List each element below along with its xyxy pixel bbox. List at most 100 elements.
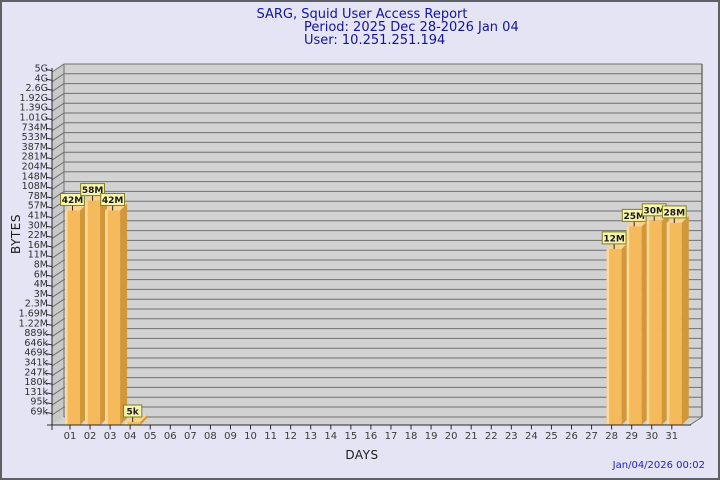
chart-user: User: 10.251.251.194 bbox=[304, 33, 446, 48]
y-tick-label: 4G bbox=[35, 73, 48, 84]
y-tick-label: 180k bbox=[24, 377, 48, 388]
value-label: 28M bbox=[664, 208, 686, 218]
y-tick bbox=[45, 176, 53, 179]
y-tick bbox=[45, 382, 53, 385]
y-tick bbox=[45, 69, 53, 71]
y-tick-label: 108M bbox=[22, 181, 48, 192]
y-axis-title: BYTES bbox=[9, 214, 23, 254]
wall-diagonal bbox=[51, 181, 65, 191]
x-tick-label: 27 bbox=[585, 431, 598, 442]
bar bbox=[646, 220, 662, 425]
y-tick-label: 6M bbox=[34, 269, 48, 280]
wall-diagonal bbox=[51, 347, 65, 357]
y-tick-label: 889k bbox=[24, 328, 48, 339]
x-tick-label: 02 bbox=[84, 431, 97, 442]
y-tick-label: 69k bbox=[30, 407, 48, 418]
y-tick bbox=[45, 206, 53, 209]
wall-diagonal bbox=[51, 259, 65, 269]
y-tick bbox=[45, 304, 53, 307]
wall-diagonal bbox=[51, 377, 65, 387]
y-tick bbox=[45, 78, 53, 81]
bar-side bbox=[140, 415, 148, 425]
y-tick-label: 1.39G bbox=[19, 103, 48, 114]
wall-diagonal bbox=[51, 63, 65, 73]
x-tick-label: 22 bbox=[485, 431, 498, 442]
y-tick-label: 1.92G bbox=[19, 93, 48, 104]
y-tick-label: 1.01G bbox=[19, 113, 48, 124]
wall-diagonal bbox=[51, 328, 65, 338]
value-label-box bbox=[100, 192, 126, 206]
y-tick-label: 533M bbox=[22, 132, 48, 143]
wall-diagonal bbox=[51, 210, 65, 220]
y-tick bbox=[45, 333, 53, 336]
wall-diagonal bbox=[51, 269, 65, 279]
y-tick-label: 131k bbox=[24, 387, 48, 398]
bar bbox=[105, 210, 121, 425]
wall-diagonal bbox=[51, 122, 65, 132]
wall-diagonal bbox=[51, 83, 65, 93]
x-tick-label: 06 bbox=[164, 431, 177, 442]
x-tick-label: 20 bbox=[445, 431, 458, 442]
y-tick-label: 1.69M bbox=[19, 309, 48, 320]
y-tick bbox=[45, 412, 53, 414]
y-tick-label: 2.3M bbox=[25, 299, 48, 310]
x-tick-label: 10 bbox=[244, 431, 257, 442]
bar-side bbox=[120, 203, 128, 425]
wall-diagonal bbox=[51, 298, 65, 308]
bar-highlight bbox=[626, 226, 630, 425]
x-tick-label: 01 bbox=[64, 431, 77, 442]
x-tick-label: 25 bbox=[545, 431, 558, 442]
bar bbox=[85, 200, 101, 425]
chart-period: Period: 2025 Dec 28-2026 Jan 04 bbox=[304, 20, 519, 35]
x-tick-label: 26 bbox=[565, 431, 578, 442]
y-tick bbox=[45, 235, 53, 238]
bar-highlight bbox=[105, 210, 108, 425]
y-tick-label: 41M bbox=[28, 211, 48, 222]
x-tick-label: 31 bbox=[665, 431, 678, 442]
y-tick bbox=[45, 402, 53, 405]
y-tick bbox=[45, 196, 53, 199]
x-tick-label: 21 bbox=[465, 431, 478, 442]
bar-highlight bbox=[85, 200, 88, 425]
floor bbox=[52, 417, 702, 425]
wall-diagonal bbox=[51, 367, 65, 377]
x-tick-label: 28 bbox=[605, 431, 618, 442]
wall-diagonal bbox=[51, 171, 65, 181]
x-tick-label: 19 bbox=[425, 431, 438, 442]
value-label: 30M bbox=[643, 206, 665, 216]
wall-diagonal bbox=[51, 249, 65, 259]
wall-diagonal bbox=[51, 190, 65, 200]
bar bbox=[626, 226, 642, 425]
y-tick-label: 95k bbox=[30, 397, 48, 408]
y-tick bbox=[45, 167, 53, 169]
wall-diagonal bbox=[51, 396, 65, 406]
y-tick bbox=[45, 127, 53, 130]
x-tick-label: 12 bbox=[284, 431, 297, 442]
y-tick bbox=[45, 323, 53, 326]
wall-diagonal bbox=[51, 279, 65, 289]
bar-highlight bbox=[65, 210, 68, 425]
bar bbox=[65, 210, 80, 425]
wall-diagonal bbox=[51, 151, 65, 161]
y-tick bbox=[45, 294, 53, 297]
value-label: 12M bbox=[603, 234, 625, 244]
y-tick bbox=[45, 88, 53, 91]
wall-diagonal bbox=[51, 220, 65, 230]
y-tick-label: 469k bbox=[24, 348, 48, 359]
bar-highlight bbox=[666, 222, 670, 425]
y-tick bbox=[45, 98, 53, 101]
y-tick-label: 281M bbox=[22, 152, 48, 163]
x-tick-label: 04 bbox=[124, 431, 137, 442]
wall-diagonal bbox=[51, 288, 65, 298]
y-tick-label: 57M bbox=[28, 201, 48, 212]
x-tick-label: 16 bbox=[365, 431, 378, 442]
y-tick-label: 646k bbox=[24, 338, 48, 349]
value-label: 42M bbox=[102, 196, 124, 206]
x-tick-label: 17 bbox=[385, 431, 398, 442]
generated-timestamp: Jan/04/2026 00:02 bbox=[612, 460, 705, 471]
bar-highlight bbox=[606, 248, 610, 425]
x-tick-label: 11 bbox=[264, 431, 277, 442]
wall-diagonal bbox=[51, 73, 65, 83]
wall-diagonal bbox=[51, 92, 65, 102]
